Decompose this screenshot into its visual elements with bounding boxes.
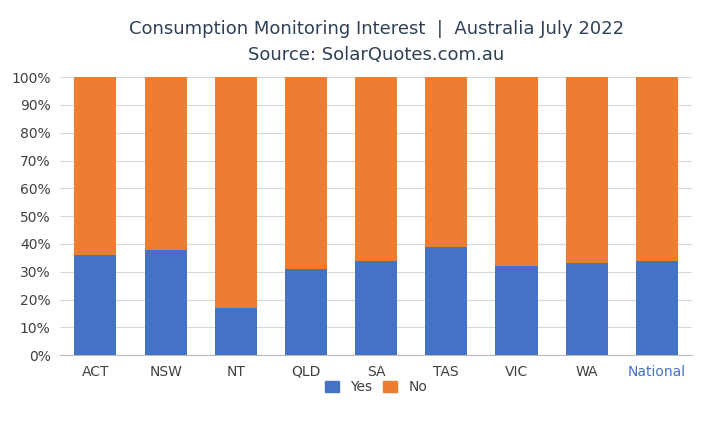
Bar <box>75 77 117 255</box>
Bar <box>75 255 117 355</box>
Bar <box>214 308 257 355</box>
Bar <box>214 77 257 308</box>
Bar <box>145 77 186 250</box>
Bar <box>285 269 327 355</box>
Bar <box>636 77 678 261</box>
Legend: Yes, No: Yes, No <box>321 376 432 398</box>
Bar <box>496 77 538 266</box>
Bar <box>145 250 186 355</box>
Bar <box>285 77 327 269</box>
Bar <box>566 77 607 264</box>
Bar <box>566 264 607 355</box>
Bar <box>636 261 678 355</box>
Bar <box>496 266 538 355</box>
Bar <box>355 77 397 261</box>
Bar <box>425 77 467 247</box>
Title: Consumption Monitoring Interest  |  Australia July 2022
Source: SolarQuotes.com.: Consumption Monitoring Interest | Austra… <box>129 20 624 64</box>
Bar <box>355 261 397 355</box>
Bar <box>425 247 467 355</box>
